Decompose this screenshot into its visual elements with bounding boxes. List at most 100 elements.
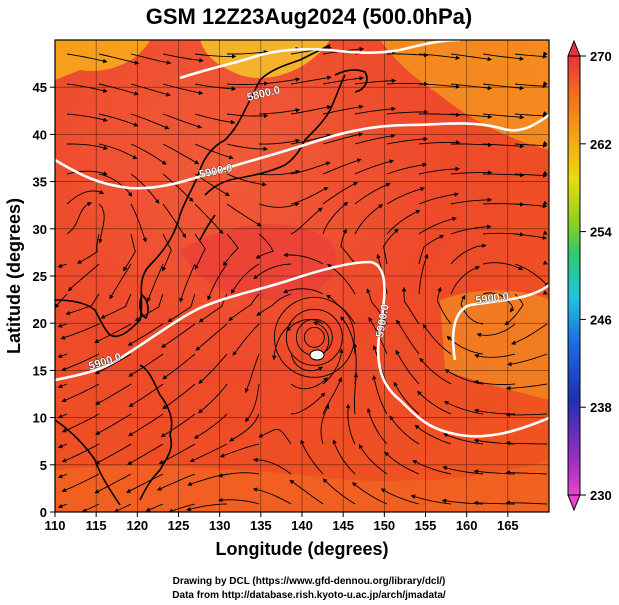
streamline (482, 292, 515, 313)
china-coast (55, 139, 226, 338)
streamline (179, 263, 196, 303)
streamline (57, 323, 68, 328)
credit-data: Data from http://database.rish.kyoto-u.a… (172, 590, 446, 601)
streamline (128, 383, 164, 407)
streamline (161, 323, 196, 348)
streamline (300, 439, 324, 475)
streamline (507, 353, 548, 367)
streamline (418, 253, 429, 295)
colorbar-tick-label: 262 (590, 137, 612, 152)
cool-patch-center (180, 223, 337, 300)
warm-patch-east (440, 290, 549, 400)
streamline (94, 473, 132, 494)
streamline (61, 473, 100, 492)
streamline (193, 413, 228, 439)
streamline (366, 407, 388, 445)
streamline (61, 413, 100, 433)
streamline (514, 53, 548, 59)
streamline (290, 353, 324, 372)
streamline (389, 415, 420, 445)
streamline (258, 77, 301, 85)
streamline (231, 263, 260, 294)
y-tick-label: 15 (33, 363, 47, 378)
streamline (195, 323, 228, 351)
streamline (66, 83, 108, 93)
streamline (81, 503, 100, 512)
streamline (332, 439, 356, 475)
colorbar-tick-label: 246 (590, 312, 612, 327)
streamline (505, 470, 548, 475)
streamline (189, 443, 228, 463)
streamline (290, 75, 332, 85)
streamline (322, 104, 364, 115)
streamline (476, 323, 516, 338)
streamline (290, 207, 323, 235)
streamline (167, 293, 196, 323)
streamline (194, 53, 237, 59)
streamline (61, 383, 100, 403)
streamline (94, 443, 132, 465)
typhoon-streamline (273, 296, 355, 378)
streamline (290, 392, 326, 415)
contour-5800 (179, 40, 461, 80)
streamline (450, 224, 492, 235)
streamline (450, 83, 493, 91)
streamline (514, 263, 549, 288)
streamline (290, 104, 332, 115)
streamline (418, 83, 461, 89)
streamline (505, 500, 548, 505)
streamline (258, 169, 301, 176)
colorbar-top-arrow (567, 39, 581, 57)
streamline (450, 113, 493, 119)
streamline (100, 293, 132, 319)
streamline (227, 49, 269, 55)
streamline (383, 228, 399, 265)
streamline (418, 140, 461, 145)
streamline (186, 503, 228, 512)
streamline (511, 323, 548, 345)
streamline (244, 383, 260, 423)
streamline (450, 265, 481, 295)
x-tick-label: 135 (250, 518, 272, 533)
contour-5900-south (55, 260, 549, 438)
streamline (322, 181, 358, 205)
streamline (130, 143, 167, 165)
y-tick-label: 25 (33, 269, 47, 284)
streamline (258, 202, 300, 208)
streamline (384, 451, 420, 475)
y-tick-label: 10 (33, 411, 47, 426)
x-axis: 110 115 120 125 130 135 140 145 150 155 160 165 (45, 512, 519, 533)
streamline (450, 197, 493, 205)
streamline (218, 472, 260, 478)
streamline (67, 143, 108, 151)
colorbar-tick-label: 254 (590, 225, 612, 240)
streamline (253, 263, 292, 280)
streamline (218, 497, 260, 505)
streamline (194, 113, 236, 125)
streamline (253, 457, 292, 475)
streamline (386, 136, 428, 145)
colorbar-tick-label: 230 (590, 488, 612, 503)
streamline (158, 443, 196, 465)
streamline (418, 53, 461, 61)
streamline (256, 293, 292, 317)
colorbar: 270 262 254 246 238 230 (567, 39, 612, 512)
y-tick-label: 20 (33, 316, 47, 331)
philippines (139, 364, 173, 501)
streamline (505, 412, 548, 418)
streamline (66, 189, 105, 205)
taiwan (139, 293, 149, 320)
typhoon-streamline (303, 326, 325, 348)
streamline (393, 381, 420, 415)
streamline (450, 170, 493, 175)
credit-dcl: Drawing by DCL (https://www.gfd-dennou.o… (173, 576, 446, 587)
streamline (514, 233, 548, 240)
streamline (66, 113, 108, 122)
streamline (340, 228, 356, 265)
streamline (258, 428, 292, 445)
chart-title: GSM 12Z23Aug2024 (500.0hPa) (146, 4, 472, 29)
streamline (482, 53, 525, 61)
colorbar-ticks: 270 262 254 246 238 230 (580, 49, 612, 503)
streamline (352, 482, 388, 505)
